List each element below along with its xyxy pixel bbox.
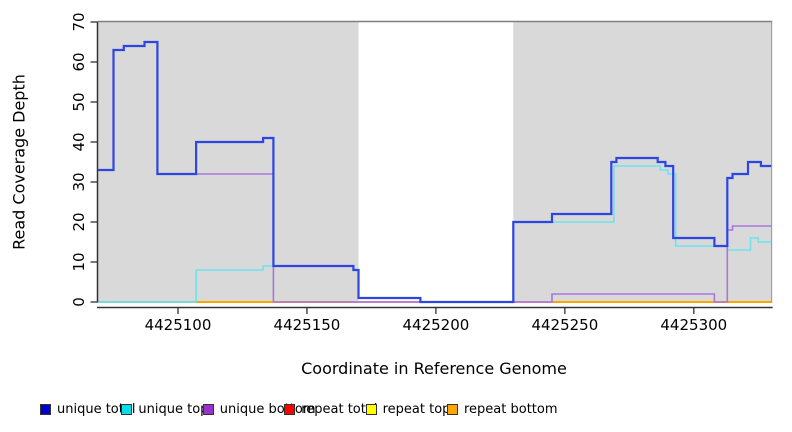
x-tick-label: 4425300 <box>660 316 728 334</box>
legend-item: repeat top <box>365 401 451 417</box>
y-tick-label: 20 <box>70 212 88 232</box>
x-tick-label: 4425150 <box>273 316 341 334</box>
background-band <box>98 22 359 303</box>
legend-swatch-icon <box>40 403 51 415</box>
legend-swatch-icon <box>121 403 133 415</box>
x-tick-label: 4425100 <box>144 316 212 334</box>
x-axis-title: Coordinate in Reference Genome <box>301 359 567 378</box>
legend-label: unique total <box>57 401 136 417</box>
legend-item: unique total <box>40 401 136 417</box>
y-tick-label: 0 <box>70 297 88 307</box>
legend-label: repeat bottom <box>464 401 558 417</box>
y-tick-label: 50 <box>70 92 88 112</box>
y-tick-label: 40 <box>70 132 88 152</box>
y-tick-label: 60 <box>70 52 88 72</box>
y-tick-label: 10 <box>70 252 88 272</box>
x-tick-label: 4425250 <box>531 316 599 334</box>
legend-label: repeat total <box>301 401 378 417</box>
legend-swatch-icon <box>284 403 296 415</box>
background-band <box>513 22 772 303</box>
legend-item: repeat total <box>284 401 378 417</box>
legend-label: unique top <box>138 401 209 417</box>
legend-item: repeat bottom <box>447 401 558 417</box>
x-tick-label: 4425200 <box>402 316 470 334</box>
legend-label: repeat top <box>382 401 451 417</box>
legend-swatch-icon <box>202 403 214 415</box>
legend-swatch-icon <box>447 403 458 415</box>
legend-swatch-icon <box>365 403 377 415</box>
legend-item: unique top <box>121 401 209 417</box>
y-tick-label: 70 <box>70 12 88 32</box>
y-axis-title: Read Coverage Depth <box>9 74 29 250</box>
series-unique-total <box>98 40 772 304</box>
y-tick-label: 30 <box>70 172 88 192</box>
